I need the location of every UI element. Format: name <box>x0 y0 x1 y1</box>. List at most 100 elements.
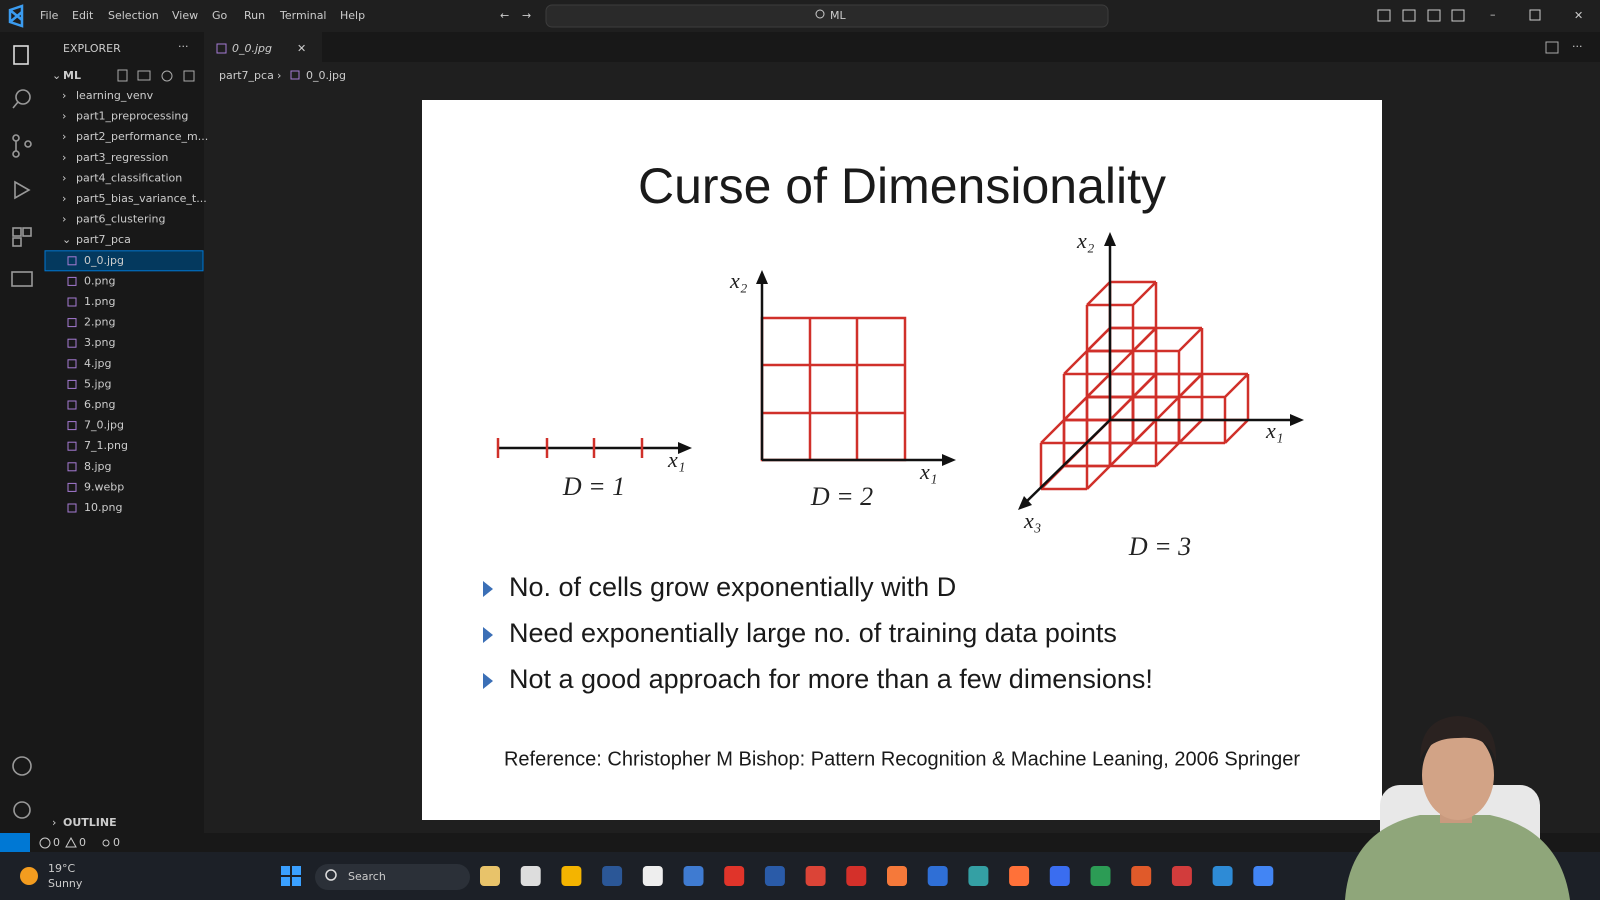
file-item[interactable]: 0.png <box>84 274 115 287</box>
app-icon[interactable] <box>1171 866 1192 886</box>
maximize[interactable] <box>1529 9 1541 21</box>
breadcrumb-folder[interactable]: part7_pca <box>219 69 274 82</box>
root-folder[interactable]: ML <box>63 69 81 82</box>
file-item[interactable]: 7_0.jpg <box>84 419 124 432</box>
explorer-header: EXPLORER <box>63 42 121 55</box>
app-icon[interactable] <box>561 866 582 886</box>
image-icon <box>290 70 300 80</box>
app-icon[interactable] <box>724 866 745 886</box>
command-center[interactable] <box>545 4 1109 28</box>
app-icon[interactable] <box>480 866 500 886</box>
search-icon <box>325 869 337 881</box>
breadcrumb-file[interactable]: 0_0.jpg <box>306 69 346 82</box>
axis-label: x₁ <box>919 459 937 484</box>
app-icon[interactable] <box>1253 866 1274 886</box>
menu-item[interactable]: Go <box>212 9 228 22</box>
menu-item[interactable]: Terminal <box>279 9 327 22</box>
folder-item[interactable]: part6_clustering <box>76 213 165 226</box>
file-item[interactable]: 2.png <box>84 316 115 329</box>
layout-controls[interactable] <box>1377 9 1465 22</box>
app-logo <box>8 4 24 28</box>
chevron: › <box>62 130 66 143</box>
app-icon[interactable] <box>602 866 623 886</box>
temperature[interactable]: 19°C <box>48 862 75 875</box>
explorer-more[interactable]: ··· <box>178 40 189 53</box>
explorer-actions[interactable] <box>117 69 195 82</box>
chevron: › <box>62 192 66 205</box>
axis-label: x₁ <box>1265 418 1283 443</box>
chevron: › <box>62 171 66 184</box>
activity-icons[interactable] <box>11 45 33 819</box>
bullet-marker <box>483 581 493 597</box>
menu-item[interactable]: File <box>40 9 59 22</box>
app-icon[interactable] <box>927 866 948 886</box>
file-item[interactable]: 6.png <box>84 398 115 411</box>
app-icon[interactable] <box>968 866 989 886</box>
d2-diagram <box>756 270 956 466</box>
ports-count[interactable]: 0 <box>113 836 120 849</box>
nav-back[interactable]: ← <box>500 9 509 22</box>
file-item[interactable]: 5.jpg <box>84 377 112 390</box>
menu-item[interactable]: Run <box>244 9 265 22</box>
app-icon[interactable] <box>642 866 663 886</box>
menu-item[interactable]: Edit <box>72 9 94 22</box>
chevron: › <box>62 151 66 164</box>
app-icon[interactable] <box>846 866 867 886</box>
tab-close[interactable]: ✕ <box>297 42 306 55</box>
bullet-text: Not a good approach for more than a few … <box>509 664 1153 694</box>
app-icon[interactable] <box>1009 866 1030 886</box>
app-icon[interactable] <box>887 866 907 886</box>
start-button[interactable] <box>281 866 301 886</box>
folder-item[interactable]: part2_performance_m... <box>76 130 208 143</box>
split-editor[interactable] <box>1545 41 1559 54</box>
file-item[interactable]: 8.jpg <box>84 460 112 473</box>
folder-item[interactable]: part5_bias_variance_t... <box>76 192 207 205</box>
arrow <box>1290 414 1304 426</box>
image-icon <box>67 276 77 286</box>
image-preview: Curse of Dimensionality x₁ D = 1 x₂ x₁ D… <box>422 100 1382 820</box>
close-window[interactable]: ✕ <box>1574 9 1583 22</box>
editor-more[interactable]: ··· <box>1572 40 1583 53</box>
axis-label: x₃ <box>1023 508 1041 533</box>
chevron: › <box>62 110 66 123</box>
file-item[interactable]: 1.png <box>84 295 115 308</box>
outline-header[interactable]: OUTLINE <box>63 816 117 829</box>
nav-forward[interactable]: → <box>522 9 531 22</box>
chevron: ⌄ <box>62 233 71 246</box>
app-icon[interactable] <box>764 866 785 886</box>
error-count[interactable]: 0 <box>53 836 60 849</box>
command-center-text: ML <box>830 9 846 22</box>
menu-item[interactable]: Help <box>340 9 365 22</box>
menu-item[interactable]: View <box>172 9 198 22</box>
file-item[interactable]: 9.webp <box>84 480 124 493</box>
image-icon <box>67 421 77 431</box>
app-icon[interactable] <box>1131 866 1152 886</box>
app-icon[interactable] <box>1049 866 1070 886</box>
app-icon[interactable] <box>683 866 704 886</box>
minimize[interactable]: – <box>1490 8 1496 21</box>
remote-indicator[interactable] <box>0 833 30 852</box>
warning-count[interactable]: 0 <box>79 836 86 849</box>
axis-label: x₂ <box>729 268 748 293</box>
folder-item[interactable]: part7_pca <box>76 233 131 246</box>
app-icon[interactable] <box>1212 866 1233 886</box>
bullet-marker <box>483 673 493 689</box>
menu-item[interactable]: Selection <box>108 9 159 22</box>
taskbar-search[interactable] <box>315 864 470 890</box>
webcam-overlay <box>1345 716 1570 900</box>
file-item[interactable]: 3.png <box>84 336 115 349</box>
folder-item[interactable]: learning_venv <box>76 89 154 102</box>
folder-item[interactable]: part1_preprocessing <box>76 110 188 123</box>
file-item[interactable]: 7_1.png <box>84 439 128 452</box>
file-item[interactable]: 4.jpg <box>84 357 112 370</box>
file-item[interactable]: 10.png <box>84 501 122 514</box>
folder-item[interactable]: part4_classification <box>76 171 182 184</box>
app-icon[interactable] <box>1090 866 1111 886</box>
tab[interactable] <box>204 32 322 62</box>
weather[interactable]: Sunny <box>48 877 83 890</box>
app-icon[interactable] <box>520 866 541 886</box>
status-bar <box>0 833 1600 852</box>
folder-item[interactable]: part3_regression <box>76 151 168 164</box>
file-item[interactable]: 0_0.jpg <box>84 254 124 267</box>
app-icon[interactable] <box>805 866 826 886</box>
